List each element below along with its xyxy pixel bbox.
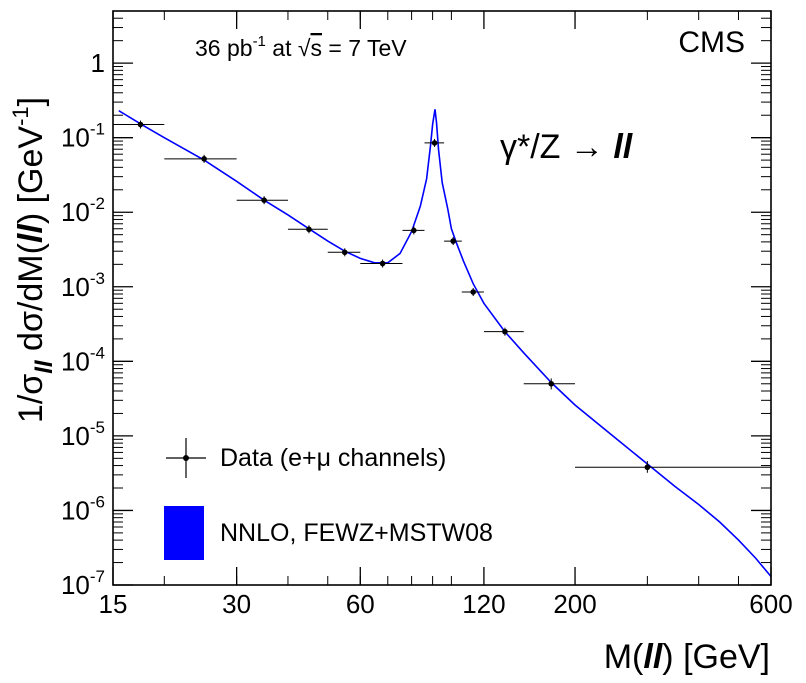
data-point-marker bbox=[411, 227, 417, 234]
data-point bbox=[327, 248, 361, 257]
data-point-marker bbox=[644, 464, 651, 471]
plot-frame bbox=[112, 10, 772, 586]
data-point bbox=[236, 196, 288, 205]
y-tick-label: 10-7 bbox=[61, 567, 105, 600]
legend-theory-swatch bbox=[164, 506, 204, 560]
svg-text:1/σll dσ/dM(ll) [GeV-1]: 1/σll dσ/dM(ll) [GeV-1] bbox=[8, 97, 58, 423]
y-title-mid: dσ/dM( bbox=[12, 242, 50, 360]
y-tick-label: 10-1 bbox=[61, 120, 105, 153]
y-title-exp: -1 bbox=[8, 106, 33, 126]
energy-at: at bbox=[266, 35, 298, 61]
data-point bbox=[483, 327, 524, 336]
data-point bbox=[523, 378, 576, 390]
x-axis-title: M(ll) [GeV] bbox=[604, 638, 770, 676]
data-point-marker bbox=[470, 289, 476, 295]
data-point bbox=[444, 237, 462, 246]
data-point-marker bbox=[502, 328, 508, 335]
data-point-marker bbox=[548, 380, 555, 387]
data-point-marker bbox=[379, 260, 386, 267]
data-point bbox=[287, 225, 328, 234]
x-tick-label: 15 bbox=[99, 589, 128, 619]
data-point-marker bbox=[137, 121, 144, 128]
x-title-pre: M( bbox=[604, 638, 644, 676]
data-points-group bbox=[113, 120, 771, 473]
y-tick-label: 10-6 bbox=[61, 492, 105, 525]
data-point-marker bbox=[341, 249, 348, 256]
y-title-sub: ll bbox=[31, 359, 58, 374]
theory-curve-group bbox=[118, 109, 772, 578]
legend-data-label: Data (e+μ channels) bbox=[220, 444, 446, 472]
x-tick-label: 60 bbox=[346, 589, 375, 619]
y-tick-labels: 10-7 10-6 10-5 10-4 10-3 10-2 10-1 1 bbox=[61, 48, 105, 600]
theory-curve bbox=[118, 109, 772, 578]
axis-ticks bbox=[112, 11, 772, 586]
process-name: γ*/Z → bbox=[500, 128, 613, 166]
y-tick-label: 10-5 bbox=[61, 418, 105, 451]
x-tick-label: 200 bbox=[553, 589, 596, 619]
data-point bbox=[164, 154, 237, 163]
experiment-label: CMS bbox=[678, 26, 745, 59]
x-tick-labels: 15 30 60 120 200 600 bbox=[99, 589, 793, 619]
data-point bbox=[113, 120, 165, 129]
y-tick-label: 10-3 bbox=[61, 269, 105, 302]
y-title-end: ] bbox=[12, 97, 50, 106]
energy-lumi: 36 pb bbox=[195, 35, 253, 61]
x-tick-label: 120 bbox=[462, 589, 505, 619]
energy-label: 36 pb-1 at √s = 7 TeV bbox=[195, 33, 407, 61]
y-tick-label: 10-4 bbox=[61, 343, 105, 376]
energy-s: s bbox=[311, 35, 323, 61]
y-axis-title: 1/σll dσ/dM(ll) [GeV-1] bbox=[8, 97, 58, 423]
x-tick-label: 30 bbox=[222, 589, 251, 619]
x-title-post: ) [GeV] bbox=[662, 638, 770, 676]
process-label: γ*/Z → ll bbox=[500, 128, 634, 166]
legend-data-marker bbox=[166, 438, 206, 478]
data-point-marker bbox=[306, 226, 312, 233]
x-title-ll: ll bbox=[643, 638, 663, 676]
y-tick-label: 10-2 bbox=[61, 194, 105, 227]
data-point-marker bbox=[201, 156, 207, 162]
energy-value: = 7 TeV bbox=[322, 35, 407, 61]
data-point bbox=[461, 288, 484, 297]
data-point bbox=[360, 259, 403, 268]
y-title-post: ) [GeV bbox=[12, 126, 50, 225]
data-point-marker bbox=[431, 140, 438, 146]
data-point-marker bbox=[450, 238, 456, 244]
data-point bbox=[402, 226, 425, 235]
legend: Data (e+μ channels) NNLO, FEWZ+MSTW08 bbox=[164, 438, 493, 560]
svg-text:M(ll) [GeV]: M(ll) [GeV] bbox=[604, 638, 770, 676]
data-point bbox=[424, 138, 445, 147]
data-point bbox=[575, 461, 771, 473]
x-tick-label: 600 bbox=[749, 589, 792, 619]
energy-lumi-exp: -1 bbox=[253, 33, 266, 50]
legend-theory-label: NNLO, FEWZ+MSTW08 bbox=[220, 519, 493, 547]
y-tick-label: 1 bbox=[91, 48, 105, 78]
y-title-ll: ll bbox=[12, 223, 50, 243]
y-title-pre: 1/σ bbox=[12, 374, 50, 423]
process-ll: ll bbox=[613, 128, 633, 166]
data-point-marker bbox=[261, 197, 267, 203]
energy-sqrt: √ bbox=[298, 35, 311, 61]
